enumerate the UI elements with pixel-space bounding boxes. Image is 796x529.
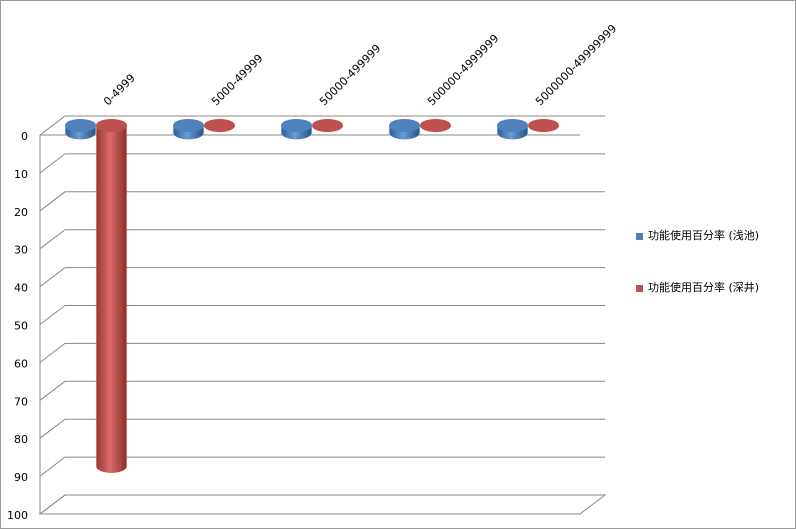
grid-line bbox=[39, 191, 605, 212]
y-tick-label: 0 bbox=[21, 130, 28, 143]
cylinder-cap bbox=[528, 119, 559, 132]
y-tick-label: 100 bbox=[7, 509, 28, 522]
y-tick-label: 20 bbox=[14, 206, 28, 219]
legend-label: 功能使用百分率 (浅池) bbox=[648, 228, 759, 242]
y-tick-label: 70 bbox=[14, 395, 28, 408]
grid-line bbox=[39, 418, 605, 439]
y-tick-label: 60 bbox=[14, 357, 28, 370]
legend-swatch bbox=[636, 285, 643, 292]
cylinder-bar bbox=[96, 125, 127, 473]
grid-line bbox=[39, 267, 605, 287]
legend-swatch bbox=[636, 233, 643, 240]
grid-line bbox=[39, 380, 605, 401]
y-tick-label: 10 bbox=[14, 168, 28, 181]
cylinder-cap bbox=[65, 119, 96, 132]
grid-line bbox=[39, 494, 605, 515]
cylinder-cap bbox=[497, 119, 528, 132]
y-tick-label: 80 bbox=[14, 433, 28, 446]
cylinder-cap bbox=[204, 119, 235, 132]
cylinder-cap bbox=[173, 119, 204, 132]
legend-label: 功能使用百分率 (深井) bbox=[648, 280, 759, 294]
grid-line bbox=[39, 153, 605, 174]
cylinder-cap bbox=[312, 119, 343, 132]
grid-line bbox=[39, 115, 605, 136]
y-tick-label: 50 bbox=[14, 320, 28, 333]
grid-line bbox=[39, 456, 605, 477]
y-tick-label: 90 bbox=[14, 471, 28, 484]
cylinder-cap bbox=[389, 119, 420, 132]
cylinder-cap bbox=[96, 119, 127, 132]
cylinder-cap bbox=[281, 119, 312, 132]
y-tick-label: 40 bbox=[14, 282, 28, 295]
grid-line bbox=[39, 229, 605, 250]
grid-line bbox=[39, 342, 605, 363]
grid-line bbox=[39, 305, 605, 325]
y-tick-label: 30 bbox=[14, 244, 28, 257]
cylinder-cap bbox=[420, 119, 451, 132]
